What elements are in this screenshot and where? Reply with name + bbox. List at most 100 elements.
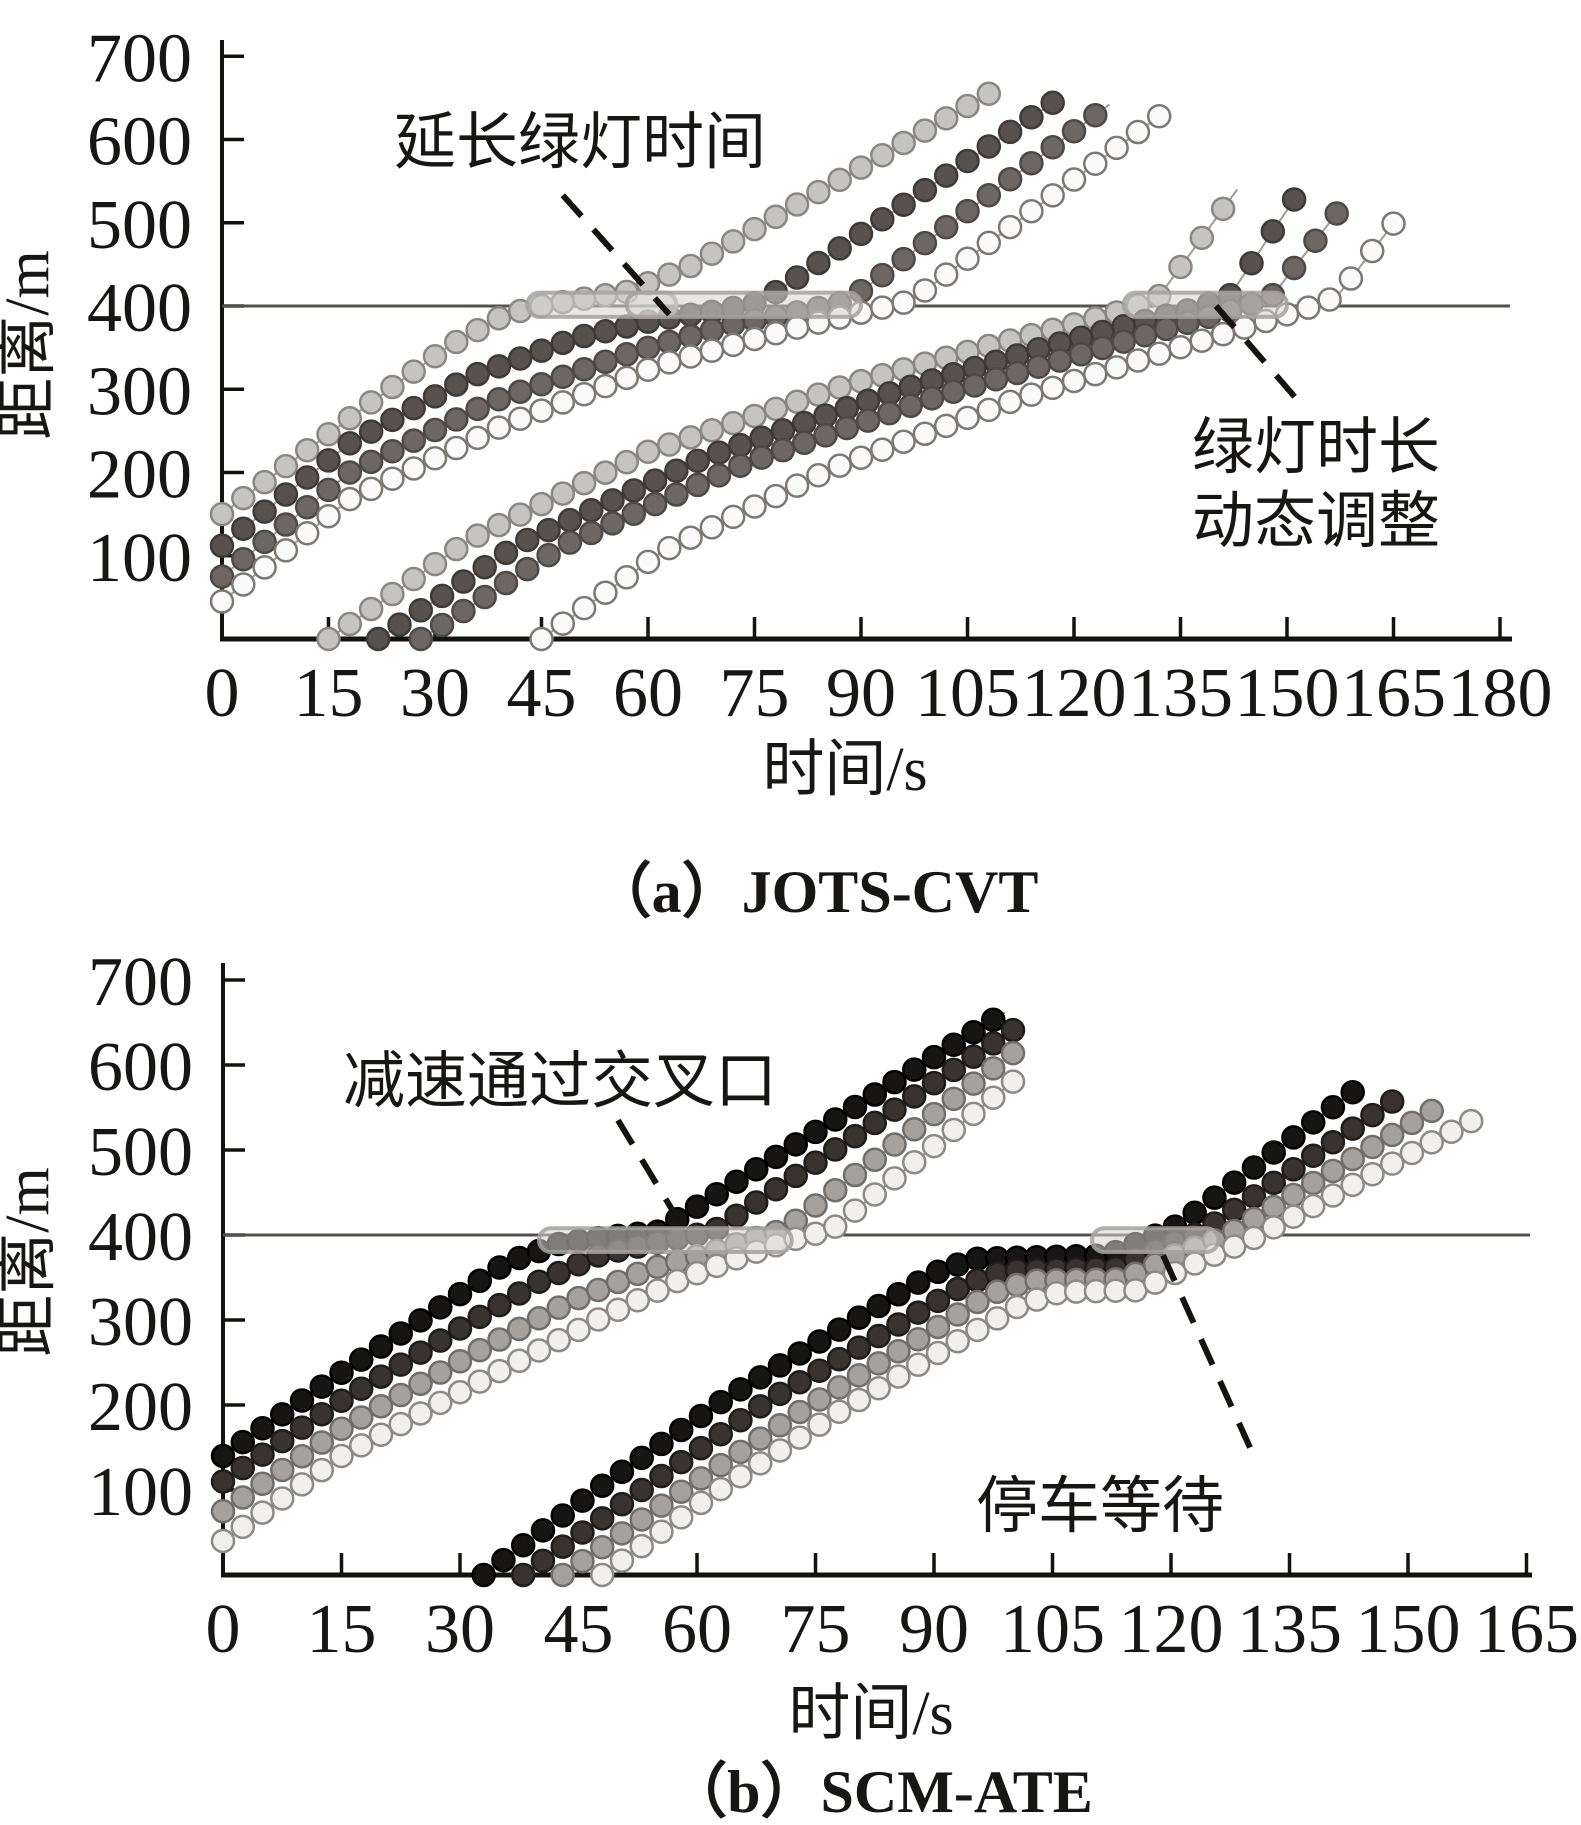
trajectory-marker-platoon1-vehicle4 — [862, 1182, 887, 1207]
trajectory-marker-platoon2-vehicle4 — [925, 1340, 951, 1366]
trajectory-marker-platoon2-vehicle4 — [848, 445, 874, 470]
trajectory-marker-platoon1-vehicle1 — [447, 1281, 473, 1307]
trajectory-marker-platoon2-vehicle3 — [649, 1493, 674, 1518]
trajectory-marker-platoon2-vehicle3 — [767, 1413, 793, 1438]
trajectory-marker-platoon1-vehicle1 — [252, 469, 277, 495]
trajectory-marker-platoon1-vehicle2 — [1019, 105, 1044, 130]
trajectory-marker-platoon1-vehicle1 — [294, 437, 320, 463]
trajectory-marker-platoon1-vehicle3 — [1061, 118, 1087, 144]
trajectory-marker-platoon2-vehicle1 — [1168, 254, 1193, 280]
trajectory-marker-platoon2-vehicle4 — [593, 580, 618, 605]
y-tick-label: 100 — [87, 520, 192, 597]
trajectory-marker-platoon1-vehicle4 — [422, 446, 448, 471]
trajectory-marker-platoon2-vehicle2 — [925, 1288, 951, 1314]
trajectory-marker-platoon1-vehicle3 — [316, 477, 341, 503]
trajectory-marker-platoon1-vehicle3 — [368, 1394, 394, 1419]
trajectory-marker-platoon1-vehicle3 — [976, 182, 1002, 208]
trajectory-marker-platoon1-vehicle3 — [529, 372, 554, 397]
x-tick-label: 15 — [307, 1591, 377, 1668]
trajectory-marker-platoon2-vehicle3 — [728, 453, 753, 478]
trajectory-marker-platoon2-vehicle1 — [767, 1353, 793, 1378]
trajectory-marker-platoon2-vehicle2 — [536, 517, 561, 543]
x-tick-label: 75 — [720, 655, 790, 732]
trajectory-marker-platoon2-vehicle4 — [629, 1533, 654, 1559]
green-phase-highlight — [1121, 290, 1289, 319]
trajectory-marker-platoon2-vehicle2 — [570, 1520, 595, 1545]
annotation-dashed-line — [615, 1118, 684, 1227]
trajectory-marker-platoon1-vehicle2 — [997, 119, 1023, 145]
trajectory-marker-platoon2-vehicle1 — [444, 536, 469, 562]
a-annotation-dynamic-adjust-line1: 绿灯时长 — [1192, 414, 1440, 482]
trajectory-marker-platoon1-vehicle1 — [230, 1429, 255, 1455]
trajectory-marker-platoon2-vehicle3 — [685, 472, 710, 498]
x-tick-label: 120 — [1022, 655, 1127, 732]
trajectory-marker-platoon2-vehicle1 — [688, 1403, 714, 1429]
x-tick-label: 150 — [1356, 1591, 1461, 1668]
y-tick-label: 300 — [87, 353, 192, 430]
x-tick-label: 60 — [613, 655, 683, 732]
trajectory-marker-platoon1-vehicle2 — [941, 1057, 966, 1083]
trajectory-marker-platoon2-vehicle2 — [886, 1312, 911, 1337]
trajectory-marker-platoon2-vehicle1 — [337, 611, 363, 637]
trajectory-marker-platoon1-vehicle1 — [465, 317, 490, 343]
trajectory-marker-platoon1-vehicle4 — [309, 1457, 334, 1483]
trajectory-marker-platoon1-vehicle2 — [976, 134, 1002, 159]
trajectory-marker-platoon2-vehicle4 — [866, 1376, 891, 1401]
trajectory-marker-platoon1-vehicle2 — [1000, 1017, 1026, 1043]
trajectory-marker-platoon1-vehicle3 — [550, 364, 576, 390]
trajectory-marker-platoon1-vehicle2 — [882, 1097, 907, 1122]
x-tick-label: 90 — [826, 655, 896, 732]
trajectory-marker-platoon2-vehicle4 — [1399, 1140, 1425, 1166]
trajectory-marker-platoon1-vehicle4 — [486, 415, 512, 440]
trajectory-marker-platoon1-vehicle4 — [507, 406, 533, 432]
trajectory-marker-platoon1-vehicle2 — [803, 1150, 828, 1175]
trajectory-marker-platoon1-vehicle1 — [921, 1044, 947, 1070]
trajectory-marker-platoon2-vehicle4 — [826, 1399, 852, 1425]
trajectory-marker-platoon1-vehicle3 — [252, 529, 277, 555]
trajectory-marker-platoon1-vehicle2 — [827, 236, 852, 261]
b-annotation-stop-wait-label: 停车等待 — [976, 1473, 1224, 1541]
trajectory-marker-platoon1-vehicle2 — [388, 1352, 413, 1377]
trajectory-marker-platoon1-vehicle4 — [823, 1214, 848, 1239]
trajectory-marker-platoon1-vehicle4 — [763, 320, 789, 346]
trajectory-marker-platoon2-vehicle1 — [486, 512, 512, 538]
trajectory-marker-platoon1-vehicle4 — [408, 1401, 433, 1426]
trajectory-marker-platoon1-vehicle1 — [337, 405, 363, 431]
trajectory-marker-platoon2-vehicle2 — [387, 612, 412, 637]
trajectory-marker-platoon1-vehicle2 — [571, 323, 597, 349]
trajectory-marker-platoon1-vehicle2 — [783, 1163, 808, 1189]
trajectory-marker-platoon2-vehicle4 — [905, 1352, 931, 1378]
y-tick-label: 200 — [88, 1369, 193, 1446]
trajectory-marker-platoon1-vehicle1 — [368, 1334, 394, 1359]
trajectory-marker-platoon2-vehicle2 — [668, 1449, 694, 1475]
trajectory-marker-platoon1-vehicle4 — [1019, 198, 1044, 224]
trajectory-marker-platoon2-vehicle4 — [1061, 368, 1087, 394]
trajectory-marker-platoon1-vehicle4 — [657, 350, 682, 375]
trajectory-marker-platoon1-vehicle3 — [593, 349, 618, 375]
trajectory-marker-platoon2-vehicle2 — [1320, 1129, 1346, 1155]
trajectory-marker-platoon2-vehicle4 — [1125, 348, 1151, 373]
y-tick-label: 500 — [88, 1114, 193, 1191]
trajectory-marker-platoon1-vehicle3 — [401, 428, 426, 453]
trajectory-marker-platoon2-vehicle3 — [688, 1466, 714, 1491]
trajectory-marker-platoon1-vehicle1 — [955, 93, 980, 119]
trajectory-marker-platoon2-vehicle1 — [316, 626, 341, 652]
trajectory-marker-platoon2-vehicle1 — [806, 382, 831, 407]
trajectory-marker-platoon2-vehicle1 — [1281, 1125, 1306, 1150]
trajectory-marker-platoon1-vehicle4 — [231, 572, 256, 597]
trajectory-marker-platoon1-vehicle1 — [401, 359, 426, 384]
trajectory-marker-platoon1-vehicle3 — [486, 386, 512, 412]
trajectory-marker-platoon2-vehicle2 — [451, 569, 476, 594]
trajectory-marker-platoon1-vehicle2 — [912, 177, 938, 203]
trajectory-marker-platoon1-vehicle1 — [823, 1107, 848, 1132]
trajectory-marker-platoon1-vehicle1 — [209, 501, 235, 527]
trajectory-marker-platoon1-vehicle4 — [329, 1443, 354, 1469]
trajectory-marker-platoon1-vehicle2 — [250, 1442, 275, 1467]
trajectory-marker-platoon1-vehicle1 — [388, 1321, 413, 1346]
trajectory-marker-platoon1-vehicle1 — [444, 329, 469, 355]
trajectory-marker-platoon2-vehicle1 — [609, 1459, 635, 1485]
trajectory-marker-platoon2-vehicle1 — [742, 403, 767, 429]
trajectory-marker-platoon1-vehicle4 — [230, 1514, 255, 1540]
trajectory-marker-platoon2-vehicle2 — [1360, 1102, 1385, 1128]
